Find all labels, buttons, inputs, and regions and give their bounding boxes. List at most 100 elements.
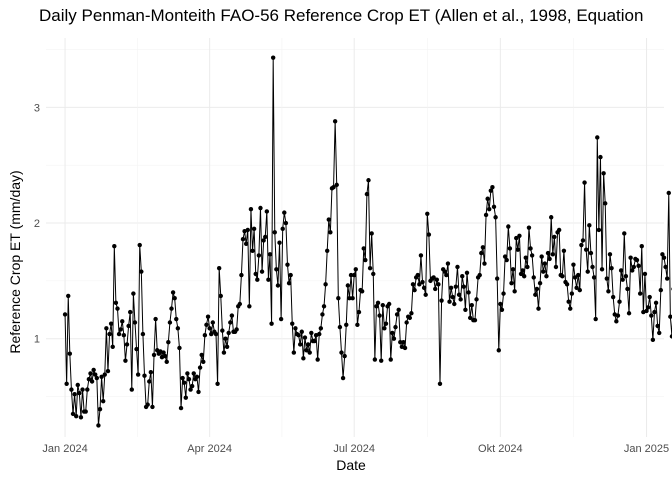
data-point (307, 350, 312, 355)
data-point (267, 252, 273, 257)
data-point (655, 323, 660, 329)
data-point (410, 282, 416, 287)
x-axis: Jan 2024 Apr 2024 Jul 2024 Okt 2024 Jan 2025 (42, 443, 669, 455)
data-point (150, 404, 155, 410)
data-point (272, 230, 277, 235)
data-point (342, 353, 347, 359)
data-point (609, 265, 614, 271)
data-point (579, 242, 584, 248)
y-tick-label: 1 (34, 334, 40, 346)
x-tick-label: Okt 2024 (478, 443, 523, 455)
data-point (253, 271, 258, 277)
data-point (96, 423, 101, 428)
data-point (663, 264, 668, 270)
data-point (278, 316, 284, 322)
data-point (270, 55, 276, 60)
data-point (593, 316, 598, 322)
data-point (649, 313, 654, 318)
data-point (618, 268, 624, 273)
data-point (186, 376, 192, 382)
data-point (318, 326, 324, 331)
data-point (588, 250, 594, 256)
y-axis: 1 2 3 (34, 102, 40, 345)
data-point (264, 209, 270, 214)
data-point (580, 238, 586, 243)
chart-title: Daily Penman-Monteith FAO-56 Reference C… (39, 6, 643, 25)
data-point (293, 326, 298, 331)
data-point (585, 269, 590, 274)
data-point (102, 372, 107, 377)
data-point (393, 324, 398, 330)
data-point (394, 312, 400, 317)
data-point (167, 320, 173, 325)
data-point (485, 196, 490, 201)
data-point (490, 184, 495, 190)
data-point (628, 255, 633, 260)
data-point (126, 323, 131, 329)
data-point (339, 350, 344, 355)
data-point (352, 272, 357, 278)
data-point (297, 342, 303, 347)
series-line (64, 57, 672, 426)
data-point (116, 331, 122, 337)
data-point (301, 356, 306, 361)
data-point (377, 313, 382, 318)
data-point (153, 316, 158, 322)
data-point (255, 277, 260, 282)
data-point (196, 389, 201, 395)
data-point (391, 336, 397, 341)
data-point (250, 248, 255, 253)
data-point (243, 241, 249, 247)
data-point (545, 250, 551, 256)
data-point (151, 352, 157, 358)
data-point (587, 223, 592, 228)
data-point (531, 275, 536, 280)
data-point (636, 263, 641, 269)
data-point (312, 338, 317, 344)
data-point (463, 307, 468, 312)
data-point (204, 322, 209, 328)
data-point (166, 339, 171, 345)
data-point (121, 333, 127, 338)
data-point (445, 261, 451, 266)
data-point (576, 272, 581, 278)
data-point (506, 224, 511, 229)
data-point (482, 261, 487, 266)
data-point (280, 226, 285, 232)
data-point (533, 292, 538, 297)
data-point (134, 346, 139, 352)
data-point (216, 265, 222, 271)
data-point (194, 374, 200, 380)
data-point (568, 306, 573, 311)
data-point (528, 246, 533, 251)
data-point (182, 380, 187, 385)
data-point (67, 351, 73, 356)
data-point (239, 272, 244, 278)
x-tick-label: Jan 2025 (624, 443, 669, 455)
data-point (652, 309, 657, 315)
data-point (72, 392, 77, 397)
data-point (62, 312, 68, 317)
data-point (120, 319, 125, 324)
y-tick-label: 2 (34, 218, 40, 230)
data-point (115, 306, 120, 311)
data-point (448, 285, 454, 291)
data-point (348, 272, 354, 278)
data-point (124, 342, 130, 347)
data-point (564, 282, 570, 287)
data-point (668, 314, 672, 319)
data-point (614, 319, 619, 324)
data-point (363, 257, 368, 263)
data-point (669, 334, 672, 339)
data-point (340, 375, 346, 381)
data-point (328, 230, 333, 235)
data-point (398, 339, 403, 345)
data-point (474, 297, 479, 302)
data-point (309, 330, 314, 336)
data-point (178, 405, 184, 411)
data-point (623, 274, 629, 279)
data-point (221, 350, 227, 355)
data-point (321, 304, 327, 309)
data-point (653, 300, 659, 306)
